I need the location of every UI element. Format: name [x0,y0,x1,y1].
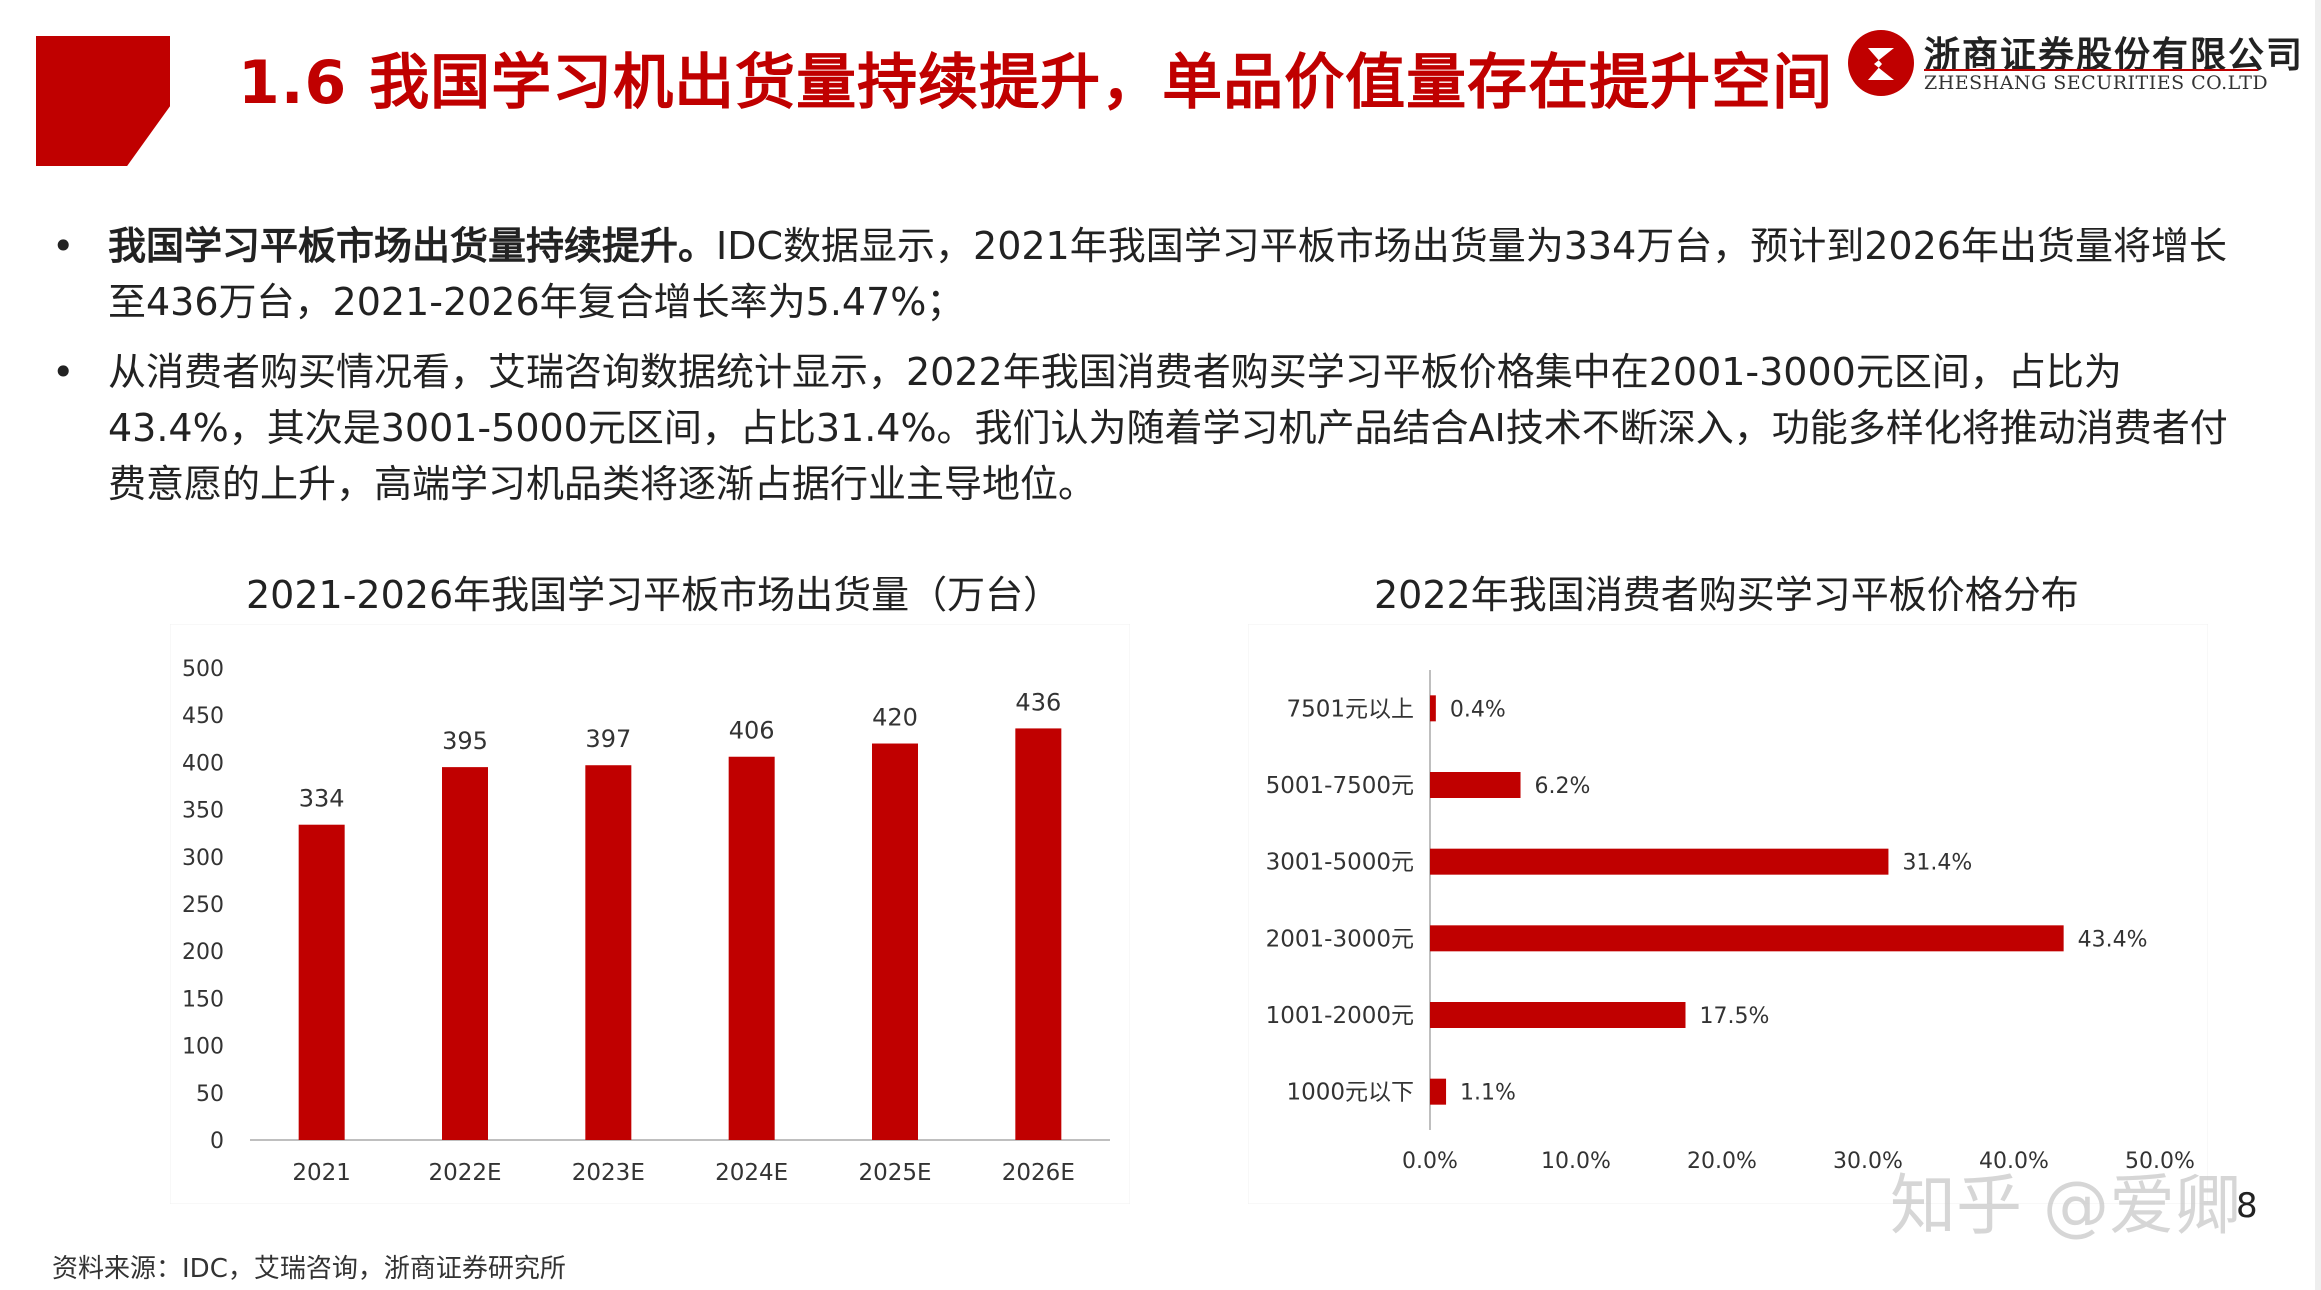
y-tick-label: 450 [182,704,224,729]
company-logo: 浙商证券股份有限公司 ZHESHANG SECURITIES CO.LTD [1848,26,2302,106]
logo-mark-icon [1848,30,1914,96]
y-tick-label: 1001-2000元 [1266,1003,1414,1029]
page-title: 1.6 我国学习机出货量持续提升，单品价值量存在提升空间 [238,48,1834,118]
bar [298,824,345,1140]
price-chart-title: 2022年我国消费者购买学习平板价格分布 [1374,573,2079,617]
y-tick-label: 100 [182,1035,224,1060]
bar [1430,1078,1447,1105]
data-label: 17.5% [1700,1004,1770,1029]
data-label: 420 [872,704,918,732]
bar [585,765,632,1140]
data-label: 6.2% [1535,774,1591,799]
data-label: 406 [729,717,775,745]
bar [1430,925,2064,952]
bar [1430,1002,1686,1028]
bullet-item: • 从消费者购买情况看，艾瑞咨询数据统计显示，2022年我国消费者购买学习平板价… [52,344,2252,512]
y-tick-label: 3001-5000元 [1266,850,1414,876]
y-tick-label: 300 [182,846,224,871]
source-note: 资料来源：IDC，艾瑞咨询，浙商证券研究所 [52,1254,566,1284]
bar [1015,728,1062,1140]
watermark: 知乎 @爱卿 [1890,1167,2241,1244]
bar [1430,695,1436,722]
bar [1430,772,1521,798]
x-tick-label: 20.0% [1687,1149,1757,1174]
y-tick-label: 350 [182,799,224,824]
data-label: 0.4% [1450,697,1506,722]
data-label: 397 [585,725,631,753]
bullet-item: • 我国学习平板市场出货量持续提升。IDC数据显示，2021年我国学习平板市场出… [52,218,2252,330]
y-tick-label: 150 [182,987,224,1012]
y-tick-label: 500 [182,657,224,682]
y-tick-label: 1000元以下 [1286,1080,1414,1106]
x-tick-label: 2026E [1002,1160,1075,1186]
shipment-bar-chart: 0 50 100 150 200 250 300 350 400 450 500 334 2021 395… [169,623,1131,1205]
data-label: 43.4% [2078,927,2148,952]
data-label: 395 [442,727,488,755]
y-tick-label: 5001-7500元 [1266,773,1414,799]
logo-text-en: ZHESHANG SECURITIES CO.LTD [1924,72,2269,94]
y-tick-label: 400 [182,751,224,776]
data-label: 334 [299,785,345,813]
y-tick-label: 200 [182,940,224,965]
bullet-marker: • [52,224,75,268]
y-tick-label: 250 [182,893,224,918]
logo-rule [1924,69,2258,71]
bullet-text: 从消费者购买情况看，艾瑞咨询数据统计显示，2022年我国消费者购买学习平板价格集… [108,350,2228,506]
corner-decoration [36,36,170,166]
x-tick-label: 50.0% [2125,1149,2195,1174]
page-number: 8 [2236,1186,2258,1226]
x-tick-label: 2021 [292,1160,351,1186]
bullet-list: • 我国学习平板市场出货量持续提升。IDC数据显示，2021年我国学习平板市场出… [52,218,2252,526]
bar [728,756,775,1140]
data-label: 436 [1015,688,1061,716]
y-tick-label: 7501元以上 [1286,696,1414,722]
x-tick-label: 2022E [428,1160,501,1186]
shipment-chart-title: 2021-2026年我国学习平板市场出货量（万台） [246,573,1062,617]
bar [872,743,918,1140]
bar [442,767,488,1140]
price-chart: 0.4% 7501元以上 6.2% 5001-7500元 31.4% 3001-5000元… [1247,623,2209,1205]
bullet-lead: 我国学习平板市场出货量持续提升。 [108,224,717,268]
bullet-marker: • [52,350,75,394]
x-tick-label: 30.0% [1833,1149,1903,1174]
data-label: 1.1% [1460,1081,1516,1106]
y-tick-label: 0 [210,1129,224,1154]
x-tick-label: 2024E [715,1160,788,1186]
y-tick-label: 50 [196,1082,224,1107]
right-edge [2315,0,2321,1290]
bullet-text: IDC数据显示，2021年我国学习平板市场出货量为334万台，预计到2026年出… [108,224,2227,324]
x-tick-label: 0.0% [1402,1149,1458,1174]
shipment-chart: 0 50 100 150 200 250 300 350 400 450 500 334 2021 395… [169,623,1131,1205]
bar [1430,848,1889,875]
x-tick-label: 2025E [858,1160,931,1186]
x-tick-label: 40.0% [1979,1149,2049,1174]
y-tick-label: 2001-3000元 [1266,926,1414,952]
data-label: 31.4% [1902,851,1972,876]
price-distribution-bar-chart: 0.4% 7501元以上 6.2% 5001-7500元 31.4% 3001-5000元… [1247,623,2209,1205]
x-tick-label: 2023E [572,1160,645,1186]
x-tick-label: 10.0% [1541,1149,1611,1174]
chart-background [1247,623,2209,1205]
